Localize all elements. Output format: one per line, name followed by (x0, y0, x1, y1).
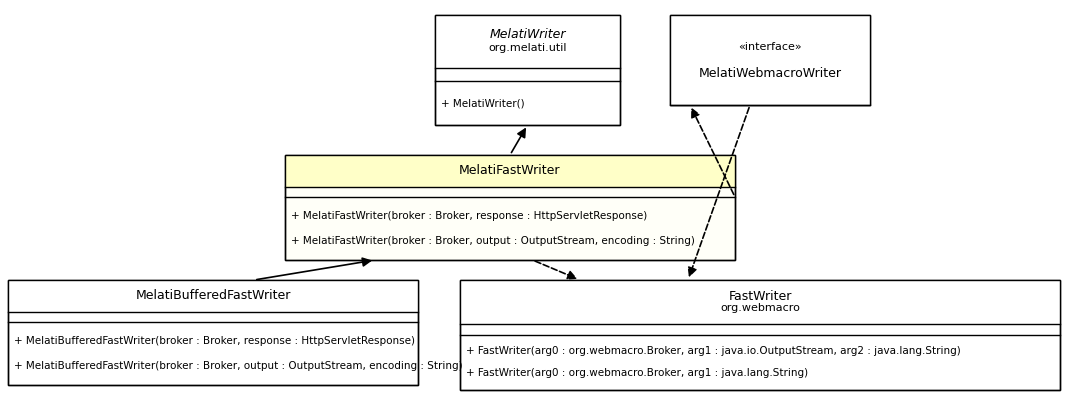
Bar (460, 280, 1060, 324)
Text: + MelatiBufferedFastWriter(broker : Broker, response : HttpServletResponse): + MelatiBufferedFastWriter(broker : Brok… (14, 336, 415, 346)
Bar (285, 155, 735, 260)
Text: MelatiBufferedFastWriter: MelatiBufferedFastWriter (136, 289, 291, 302)
Bar (670, 15, 870, 105)
Text: MelatiWriter: MelatiWriter (490, 28, 566, 41)
Bar (670, 15, 870, 105)
Bar (460, 280, 1060, 390)
Text: + MelatiFastWriter(broker : Broker, response : HttpServletResponse): + MelatiFastWriter(broker : Broker, resp… (291, 211, 647, 221)
Text: org.melati.util: org.melati.util (489, 43, 567, 53)
Text: + FastWriter(arg0 : org.webmacro.Broker, arg1 : java.io.OutputStream, arg2 : jav: + FastWriter(arg0 : org.webmacro.Broker,… (466, 347, 961, 357)
Text: MelatiWebmacroWriter: MelatiWebmacroWriter (698, 67, 841, 80)
Bar (670, 15, 870, 105)
Bar (435, 15, 620, 68)
Bar (435, 15, 620, 125)
Text: + FastWriter(arg0 : org.webmacro.Broker, arg1 : java.lang.String): + FastWriter(arg0 : org.webmacro.Broker,… (466, 368, 808, 378)
Text: + MelatiWriter(): + MelatiWriter() (441, 98, 525, 108)
Text: org.webmacro: org.webmacro (721, 303, 800, 313)
Text: + MelatiFastWriter(broker : Broker, output : OutputStream, encoding : String): + MelatiFastWriter(broker : Broker, outp… (291, 236, 695, 246)
Bar (285, 155, 735, 187)
Bar (7, 280, 418, 385)
Bar (285, 155, 735, 260)
Bar (435, 15, 620, 125)
Text: FastWriter: FastWriter (728, 290, 792, 303)
Text: MelatiFastWriter: MelatiFastWriter (460, 164, 561, 177)
Bar (7, 280, 418, 385)
Text: + MelatiBufferedFastWriter(broker : Broker, output : OutputStream, encoding : St: + MelatiBufferedFastWriter(broker : Brok… (14, 361, 463, 371)
Bar (7, 280, 418, 312)
Text: «interface»: «interface» (739, 42, 802, 52)
Bar (460, 280, 1060, 390)
